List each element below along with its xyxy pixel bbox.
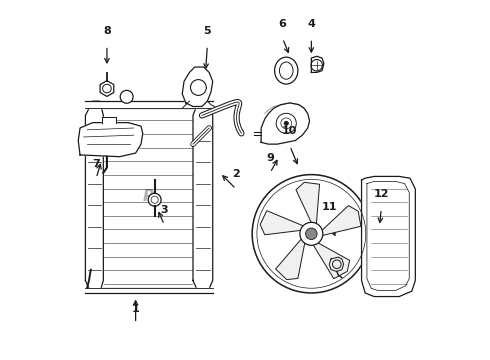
Text: 10: 10	[282, 126, 297, 136]
Text: R: R	[142, 189, 154, 204]
Text: 7: 7	[92, 158, 100, 168]
Circle shape	[120, 90, 133, 103]
Polygon shape	[85, 288, 213, 293]
Polygon shape	[296, 182, 319, 225]
Text: 6: 6	[279, 19, 287, 29]
Circle shape	[191, 80, 206, 95]
Polygon shape	[193, 101, 213, 293]
Circle shape	[252, 175, 370, 293]
Circle shape	[300, 222, 323, 245]
Circle shape	[306, 228, 317, 239]
Text: 1: 1	[132, 304, 140, 314]
Text: 4: 4	[307, 19, 315, 29]
Polygon shape	[101, 117, 116, 123]
Polygon shape	[260, 211, 305, 235]
Text: 3: 3	[161, 205, 168, 215]
Ellipse shape	[279, 62, 293, 79]
Text: 12: 12	[373, 189, 389, 199]
Polygon shape	[103, 108, 193, 288]
Polygon shape	[78, 123, 143, 157]
Polygon shape	[85, 101, 213, 108]
Text: 11: 11	[321, 202, 337, 212]
Circle shape	[148, 193, 161, 206]
Polygon shape	[313, 243, 350, 279]
Ellipse shape	[274, 57, 298, 84]
Text: 2: 2	[232, 169, 240, 179]
Polygon shape	[261, 103, 310, 144]
Polygon shape	[85, 101, 103, 293]
Polygon shape	[329, 257, 343, 271]
Polygon shape	[321, 206, 361, 236]
Circle shape	[284, 121, 289, 126]
Text: 8: 8	[103, 26, 111, 36]
Polygon shape	[362, 176, 416, 297]
Text: 5: 5	[203, 26, 211, 36]
Polygon shape	[100, 81, 114, 96]
Text: 9: 9	[266, 153, 274, 163]
Polygon shape	[275, 238, 305, 280]
Polygon shape	[182, 67, 213, 107]
Polygon shape	[311, 56, 324, 72]
